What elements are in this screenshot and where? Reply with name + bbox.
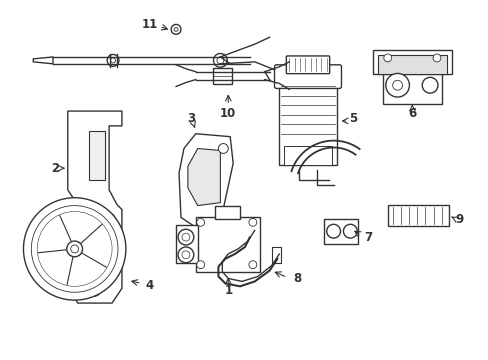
Circle shape [343, 224, 357, 238]
Circle shape [80, 216, 85, 222]
Text: 9: 9 [454, 213, 463, 226]
FancyBboxPatch shape [286, 56, 329, 74]
FancyBboxPatch shape [284, 145, 331, 165]
Text: 11: 11 [141, 18, 157, 31]
Circle shape [421, 77, 437, 93]
FancyBboxPatch shape [212, 68, 232, 84]
Circle shape [178, 229, 193, 245]
Circle shape [106, 216, 112, 222]
FancyBboxPatch shape [323, 219, 358, 244]
Circle shape [91, 287, 97, 293]
FancyBboxPatch shape [279, 77, 336, 165]
Polygon shape [33, 57, 53, 64]
Text: 10: 10 [220, 107, 236, 120]
Circle shape [392, 80, 402, 90]
Circle shape [182, 233, 189, 241]
Circle shape [432, 54, 440, 62]
FancyBboxPatch shape [271, 247, 281, 263]
Circle shape [77, 271, 82, 276]
Circle shape [110, 58, 115, 63]
FancyBboxPatch shape [215, 206, 240, 219]
Circle shape [196, 219, 204, 226]
Circle shape [71, 245, 79, 253]
Circle shape [67, 241, 82, 257]
Polygon shape [68, 111, 122, 259]
Circle shape [103, 267, 115, 279]
Circle shape [171, 24, 181, 34]
Circle shape [106, 271, 112, 276]
Text: 1: 1 [224, 284, 232, 297]
Circle shape [218, 211, 228, 220]
Circle shape [385, 73, 408, 97]
Circle shape [74, 267, 85, 279]
Circle shape [91, 241, 97, 247]
Circle shape [23, 198, 125, 300]
Circle shape [37, 212, 112, 286]
Circle shape [31, 206, 118, 292]
Circle shape [326, 224, 340, 238]
Text: 7: 7 [363, 231, 371, 244]
Circle shape [182, 251, 189, 259]
FancyBboxPatch shape [382, 75, 441, 104]
Circle shape [248, 261, 256, 269]
Circle shape [383, 54, 391, 62]
Text: 3: 3 [186, 112, 195, 125]
FancyBboxPatch shape [372, 50, 451, 75]
FancyBboxPatch shape [274, 65, 341, 89]
Circle shape [178, 247, 193, 263]
FancyBboxPatch shape [195, 217, 259, 271]
Polygon shape [187, 148, 220, 206]
FancyBboxPatch shape [243, 231, 258, 241]
Circle shape [88, 284, 100, 296]
Circle shape [213, 54, 227, 67]
Text: 2: 2 [51, 162, 59, 175]
Polygon shape [68, 254, 122, 303]
Circle shape [107, 54, 119, 66]
Circle shape [218, 144, 228, 153]
Polygon shape [179, 134, 233, 227]
Circle shape [174, 27, 178, 31]
Circle shape [88, 238, 100, 250]
Text: 5: 5 [348, 112, 357, 125]
Polygon shape [89, 131, 105, 180]
Text: 6: 6 [407, 107, 416, 120]
FancyBboxPatch shape [176, 225, 197, 263]
FancyBboxPatch shape [387, 204, 448, 226]
FancyBboxPatch shape [377, 55, 446, 74]
Text: 8: 8 [292, 272, 301, 285]
Circle shape [103, 213, 115, 225]
Circle shape [248, 219, 256, 226]
Circle shape [217, 57, 224, 64]
Circle shape [77, 213, 88, 225]
Circle shape [196, 261, 204, 269]
Text: 4: 4 [145, 279, 153, 292]
